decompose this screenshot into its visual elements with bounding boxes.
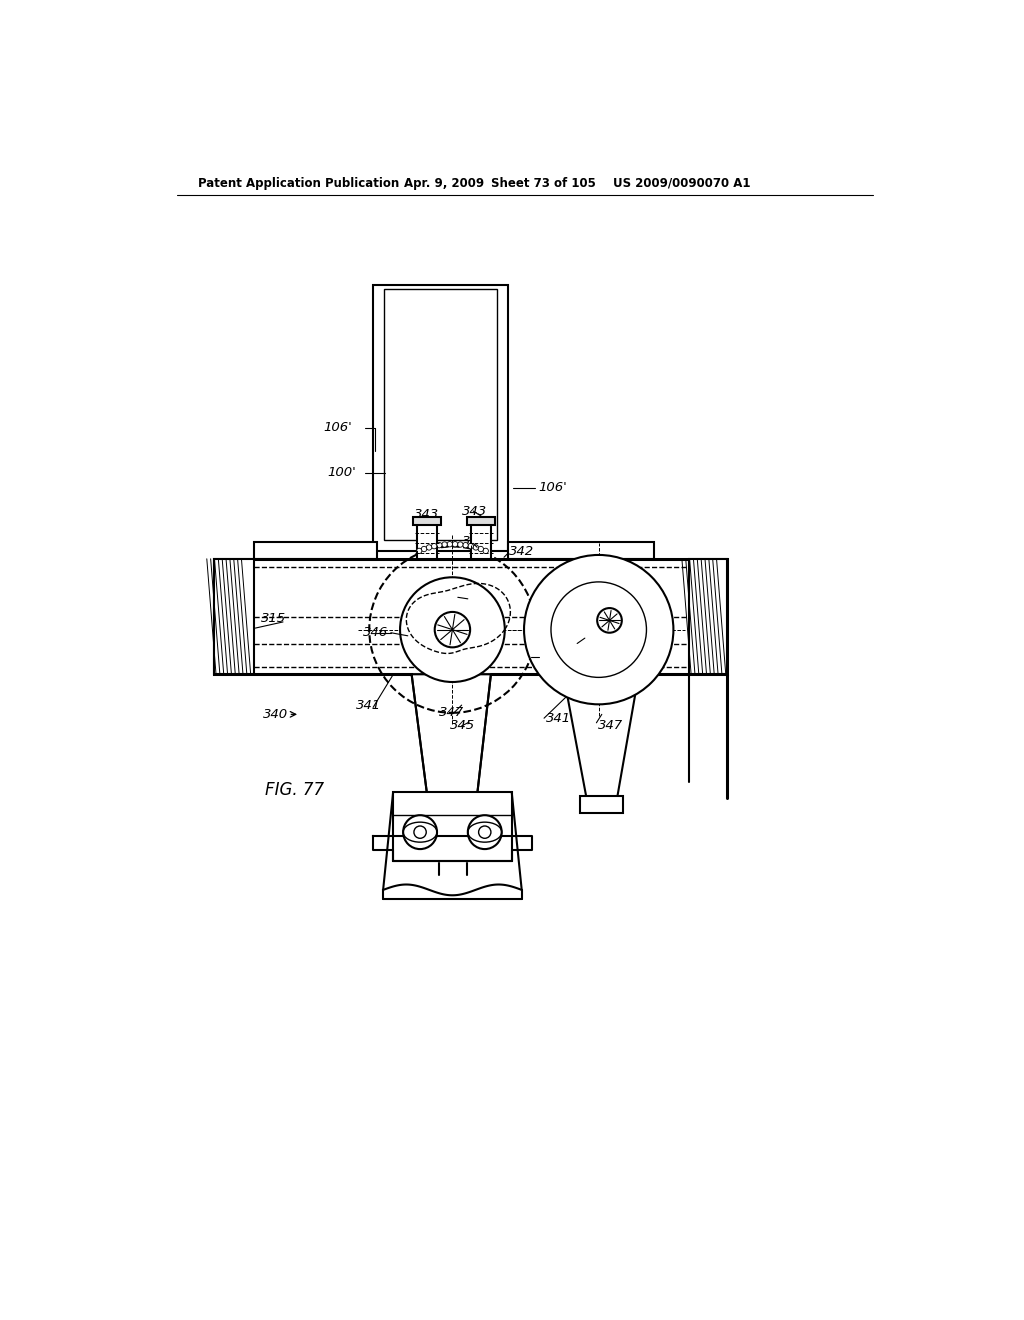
Circle shape — [431, 544, 437, 549]
Circle shape — [447, 541, 453, 546]
Bar — [384, 289, 497, 540]
Circle shape — [441, 541, 447, 548]
Text: 106': 106' — [539, 482, 567, 495]
Polygon shape — [412, 675, 490, 836]
Circle shape — [421, 546, 427, 552]
Circle shape — [524, 554, 674, 705]
Bar — [373, 285, 508, 552]
Text: 344: 344 — [442, 591, 468, 603]
Text: 347: 347 — [438, 706, 464, 719]
Circle shape — [468, 816, 502, 849]
Circle shape — [417, 548, 422, 553]
Circle shape — [468, 544, 473, 549]
Bar — [467, 517, 495, 525]
Text: 100': 100' — [327, 466, 355, 479]
Circle shape — [414, 826, 426, 838]
Bar — [417, 519, 437, 558]
Bar — [689, 558, 727, 675]
Bar — [581, 796, 624, 813]
Text: 342: 342 — [509, 545, 535, 557]
Circle shape — [551, 582, 646, 677]
Circle shape — [478, 546, 483, 552]
Text: 341: 341 — [547, 711, 571, 725]
Circle shape — [435, 612, 470, 647]
Bar — [508, 543, 654, 558]
Circle shape — [403, 816, 437, 849]
Polygon shape — [563, 675, 639, 797]
Text: US 2009/0090070 A1: US 2009/0090070 A1 — [613, 177, 751, 190]
Text: Sheet 73 of 105: Sheet 73 of 105 — [490, 177, 596, 190]
Circle shape — [597, 609, 622, 632]
Circle shape — [400, 577, 505, 682]
Text: 343: 343 — [414, 508, 439, 521]
Circle shape — [426, 545, 432, 550]
Text: FIG. 77: FIG. 77 — [265, 781, 325, 799]
Circle shape — [478, 826, 490, 838]
Circle shape — [473, 545, 478, 550]
Text: 346: 346 — [364, 626, 388, 639]
Text: 348: 348 — [587, 630, 612, 643]
Bar — [413, 517, 441, 525]
Text: 343: 343 — [462, 504, 486, 517]
Text: 341: 341 — [356, 698, 381, 711]
Bar — [214, 558, 254, 675]
Text: 106': 106' — [323, 421, 352, 434]
Text: 345: 345 — [451, 719, 475, 733]
Circle shape — [453, 541, 458, 546]
Text: 346: 346 — [539, 651, 564, 664]
Circle shape — [483, 548, 488, 553]
Text: Apr. 9, 2009: Apr. 9, 2009 — [403, 177, 484, 190]
Bar — [393, 792, 512, 862]
Circle shape — [436, 543, 442, 548]
Circle shape — [463, 543, 468, 548]
Bar — [214, 558, 727, 675]
Text: 340: 340 — [263, 708, 288, 721]
Circle shape — [458, 541, 463, 548]
Text: 347: 347 — [598, 719, 623, 733]
Bar — [254, 543, 377, 558]
Bar — [471, 519, 490, 558]
Text: 315: 315 — [261, 611, 287, 624]
Text: Patent Application Publication: Patent Application Publication — [199, 177, 399, 190]
Polygon shape — [373, 836, 531, 862]
Text: 306: 306 — [462, 535, 486, 548]
